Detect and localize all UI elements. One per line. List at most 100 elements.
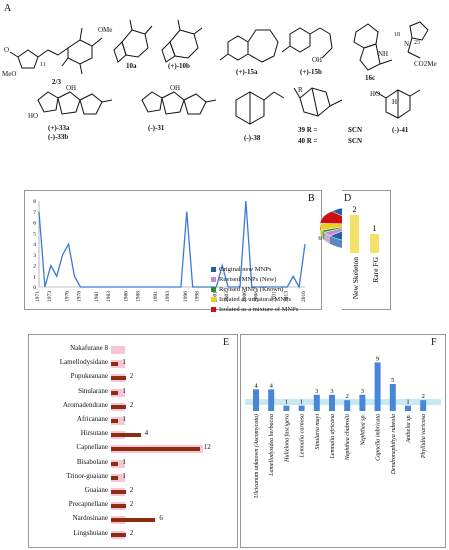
atom-label-co2me: CO2Me: [414, 60, 437, 68]
bar: [111, 475, 119, 480]
bar: [111, 532, 126, 537]
category-label: Pupukeanane: [70, 372, 108, 381]
x-tick-label: 1976: [65, 291, 71, 302]
bar: [359, 394, 366, 411]
compound-label-15a: (+)-15a: [236, 68, 258, 76]
structure-15b: [281, 27, 333, 59]
panel-d: D 2 New Skeleton 1 Rare FG: [342, 190, 391, 310]
x-tick-label: 2013: [283, 291, 289, 302]
panel-d-letter: D: [344, 193, 352, 204]
panel-f-letter: F: [431, 337, 437, 348]
pie-slice-side: [324, 232, 330, 244]
x-tick-label: 1993: [165, 291, 171, 302]
x-tick-label: 2016: [301, 291, 307, 302]
substituent-scn-40: SCN: [348, 137, 363, 145]
legend-swatch: [211, 297, 216, 303]
compound-label-16c: 16c: [365, 74, 376, 82]
legend-label: Isolated as unnatural MNPs: [219, 296, 292, 303]
atom-label-oh-15b: OH: [312, 56, 323, 64]
compound-label-39: 39 R =: [298, 126, 318, 134]
category-label: Bisabolane: [76, 457, 108, 466]
bar-band: [111, 346, 125, 354]
panel-a: A: [0, 0, 449, 160]
compound-label-10a: 10a: [126, 62, 137, 70]
x-tick-label: 1971: [35, 291, 41, 302]
compound-label-15b: (+)-15b: [300, 68, 322, 76]
structure-39-40: [293, 87, 343, 117]
atom-label-oh-33a: OH: [66, 84, 77, 92]
atom-label-r: R: [298, 86, 303, 94]
structures-svg: [9, 19, 429, 125]
bar-value-label: 2: [129, 372, 134, 381]
bar: [111, 419, 119, 423]
category-label: Precapnellane: [68, 500, 108, 509]
x-tick-label: 1988: [135, 291, 141, 302]
bar-value-label: 2: [422, 393, 425, 400]
structure-10b: [161, 19, 203, 63]
bar: [111, 404, 126, 409]
line-chart: 0 1 2 3 4 5 6 7 8 1971 1973 1976 1978 1981 1983 1986 198…: [33, 199, 307, 302]
category-label: Nardosinane: [72, 514, 108, 523]
panel-e-letter: E: [223, 337, 230, 348]
bar: [420, 400, 427, 411]
bar: [350, 215, 359, 253]
legend-item-mixture: Isolated as a mixture of MNPs: [211, 306, 298, 313]
x-tick-label: 1981: [94, 291, 100, 302]
bar-value-label: 1: [122, 415, 126, 423]
atom-label-meo: MeO: [2, 70, 17, 78]
x-tick-label: 2006: [242, 291, 248, 302]
compound-label-33a: (+)-33a: [48, 124, 70, 132]
category-label: Capnellane: [76, 443, 109, 452]
vertical-bar-chart: 4 Ulcicanum unknown (Ascomycota) 4 Lamellod…: [245, 355, 441, 498]
panel-e: E Nakafurane 8 Lamellodysidane 1 Pupukeanan…: [28, 334, 238, 548]
x-tick-label: 1986: [124, 291, 130, 302]
bar: [344, 400, 351, 411]
bar-category-label: Lamellodysidea herbacea: [269, 414, 275, 477]
atom-label-ho-33a: HO: [28, 112, 39, 120]
x-tick-label: 1991: [153, 291, 159, 302]
atom-label-n: N: [404, 40, 410, 48]
compound-label-40: 40 R =: [298, 137, 318, 145]
panel-b-letter: B: [308, 193, 315, 204]
structure-15a: [219, 29, 279, 63]
atom-number-23: 23: [414, 40, 420, 46]
x-tick-label: 2003: [224, 291, 230, 302]
category-label: Africanane: [76, 415, 108, 423]
bar-value-label: 1: [285, 399, 288, 406]
bar: [111, 362, 119, 367]
bar: [111, 433, 141, 438]
compound-label-41: (-)-41: [392, 126, 409, 134]
pie-legend: Original new MNPs Revised MNPs (New) Rev…: [211, 266, 351, 320]
bar-band: [245, 399, 441, 405]
x-tick-label: 1983: [106, 291, 112, 302]
bar-value-label: 12: [203, 443, 211, 452]
bar: [111, 390, 119, 395]
bar: [253, 389, 259, 411]
atom-label-o: O: [4, 46, 10, 54]
bar: [268, 389, 275, 411]
structure-31: [141, 91, 217, 115]
y-tick-label: 7: [33, 210, 36, 216]
bar: [111, 376, 126, 381]
bar-value-label: 4: [254, 382, 258, 389]
bar-value-label: 3: [361, 388, 364, 395]
bar-category-label: Dendronephthya rubeola: [391, 414, 397, 475]
atom-label-ome: OMe: [98, 26, 113, 34]
compound-label-33b: (-)-33b: [48, 133, 69, 141]
legend-item-unnatural: Isolated as unnatural MNPs: [211, 296, 291, 303]
bar-chart-d: 2 New Skeleton 1 Rare FG: [350, 205, 380, 299]
bar-category-label: Ulcicanum unknown (Ascomycota): [253, 414, 260, 498]
panel-b: B 0 1 2 3 4 5 6 7 8 1971 1973 1976 1978 1981 1983 1986 1…: [24, 190, 322, 310]
bar-value-label: 1: [122, 358, 126, 367]
category-label: Lingshuiane: [73, 528, 108, 537]
legend-item-revised-known: Revised MNPs (Known): [211, 286, 283, 293]
structure-38: [235, 91, 285, 125]
substituent-scn-39: SCN: [348, 126, 363, 134]
category-label: Hirsutane: [80, 429, 108, 438]
bar: [405, 405, 411, 411]
panel-f: F 4 Ulcicanum unknown (Ascomycota) 4 Lamell…: [240, 334, 446, 548]
bar-category-label: Lemnalia carnosa: [300, 414, 306, 459]
bar: [329, 394, 335, 411]
legend-label: Revised MNPs (Known): [219, 286, 284, 293]
bar-category-label: Capnella imbricata: [376, 414, 382, 461]
